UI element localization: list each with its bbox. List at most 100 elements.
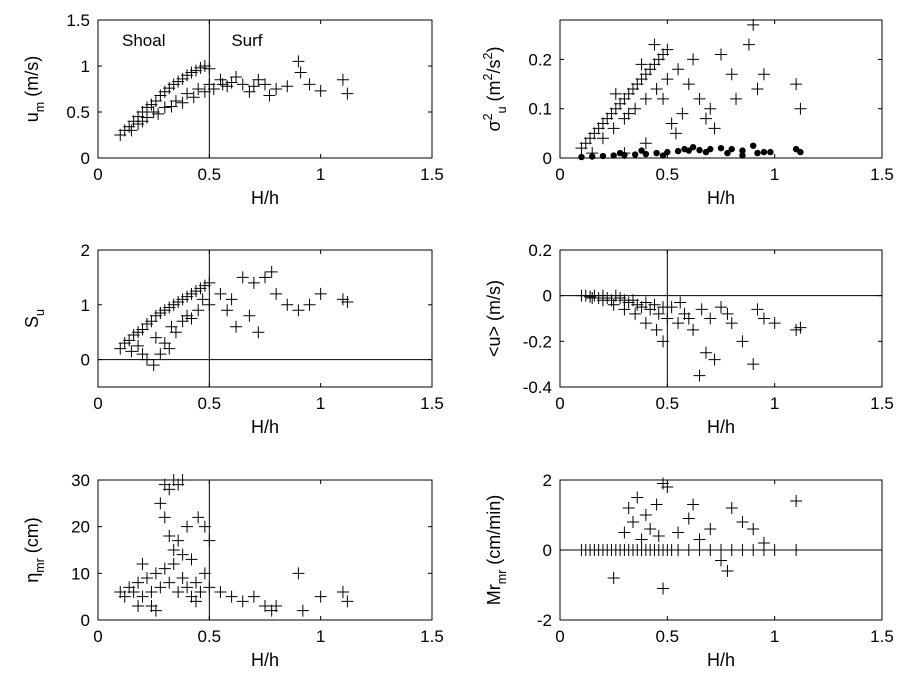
chart-2-ytick-label-2: 2 [81, 241, 90, 260]
chart-1-point-1-28 [739, 152, 746, 159]
chart-5-ytick-label-2: 2 [543, 471, 552, 490]
chart-5-point-0-53 [747, 523, 760, 535]
chart-4-point-0-48 [341, 595, 354, 608]
chart-1-ylabel-unit-sup2: 2 [481, 52, 495, 59]
chart-5-point-0-24 [693, 544, 706, 556]
chart-1-point-1-9 [674, 147, 682, 155]
chart-3-xtick-label-1: 0.5 [656, 394, 680, 413]
chart-3-point-0-42 [639, 317, 652, 330]
chart-2-point-0-54 [196, 293, 209, 306]
chart-2-ylabel-main: S [22, 316, 42, 328]
chart-0-annotation-shoal: Shoal [122, 31, 165, 50]
chart-4-xlabel: H/h [251, 650, 279, 670]
chart-2-point-0-50 [132, 339, 145, 352]
chart-5-ylabel-sub: mr [495, 570, 509, 585]
chart-0-point-0-44 [252, 73, 265, 86]
chart-5-xtick-label-2: 1 [770, 627, 779, 646]
chart-0-point-0-36 [294, 66, 307, 79]
chart-1-point-0-50 [665, 117, 678, 130]
chart-1-point-0-40 [794, 102, 807, 115]
chart-5-point-0-37 [631, 491, 644, 504]
chart-2-xtick-label-2: 1 [316, 394, 325, 413]
chart-1-point-1-19 [767, 148, 774, 156]
chart-3-point-0-34 [747, 358, 760, 371]
chart-1-frame [559, 19, 883, 159]
chart-1-point-0-48 [648, 38, 661, 51]
chart-1-point-0-26 [650, 83, 663, 95]
chart-3-point-0-36 [757, 312, 770, 325]
chart-1-ylabel-main: σ [484, 120, 504, 131]
chart-0-ylabel: um (m/s) [22, 56, 47, 122]
chart-0-ylabel-sub: m [33, 102, 47, 112]
chart-1-point-0-42 [687, 53, 700, 66]
chart-5-point-0-55 [790, 495, 803, 507]
chart-1-point-1-15 [739, 147, 746, 154]
chart-0-xtick-label-2: 1 [316, 165, 325, 184]
chart-5-point-0-26 [715, 544, 727, 556]
chart-1-point-0-34 [730, 92, 743, 105]
chart-5-ylabel-unit: (cm/min) [484, 495, 504, 570]
chart-2-point-0-35 [247, 276, 260, 289]
chart-1-point-1-1 [589, 153, 596, 160]
chart-1-point-0-37 [751, 83, 764, 95]
chart-0-point-0-43 [243, 85, 256, 98]
chart-5-ylabel-main: Mr [484, 584, 504, 605]
chart-4-ylabel-main: η [22, 573, 42, 583]
chart-0-point-0-42 [230, 71, 243, 84]
chart-1-point-0-54 [669, 127, 682, 140]
chart-1-ylabel-unit-mid: /s [484, 59, 504, 73]
chart-2-point-0-49 [125, 345, 138, 358]
chart-3-point-0-29 [708, 353, 721, 366]
chart-2-point-0-46 [243, 309, 256, 322]
chart-4-point-0-31 [181, 520, 194, 533]
chart-4-point-0-53 [189, 595, 202, 608]
chart-2-point-0-31 [203, 298, 216, 311]
chart-2-point-0-34 [236, 271, 249, 284]
chart-3-ytick-label-1: -0.2 [523, 332, 552, 351]
chart-5-ytick-label-1: 0 [543, 541, 552, 560]
chart-1-point-0-27 [661, 73, 674, 86]
chart-1-point-0-28 [672, 63, 685, 76]
panel-setup: 0 0.5 1 1.5 0 10 20 30 H/h ηmr (cm) [22, 471, 444, 670]
chart-2-xtick-label-1: 0.5 [198, 394, 222, 413]
chart-0-point-0-54 [207, 83, 220, 95]
chart-1-point-1-18 [760, 148, 768, 156]
chart-4-point-0-39 [236, 595, 249, 608]
chart-4-point-0-6 [140, 572, 153, 584]
chart-5-point-0-49 [715, 554, 727, 567]
chart-4-point-0-41 [259, 600, 271, 612]
chart-4-point-0-4 [132, 576, 145, 589]
chart-3-xtick-label-3: 1.5 [870, 394, 894, 413]
chart-3-xlabel: H/h [707, 417, 735, 437]
chart-4-point-0-47 [336, 586, 349, 598]
chart-4-point-0-5 [136, 590, 149, 603]
chart-2-point-0-51 [149, 331, 162, 344]
chart-2-point-0-22 [140, 353, 153, 366]
chart-4-point-0-28 [163, 530, 176, 542]
chart-1-point-1-13 [717, 144, 725, 152]
chart-2-xlabel: H/h [251, 417, 279, 437]
chart-2-point-0-23 [147, 359, 160, 372]
chart-4-point-0-10 [158, 562, 171, 575]
chart-3-ylabel: <u> (m/s) [484, 280, 504, 357]
chart-1-point-0-30 [693, 92, 706, 105]
chart-0-point-0-40 [341, 87, 354, 100]
chart-5-point-0-28 [736, 544, 749, 556]
chart-0-ylabel-main: u [22, 112, 42, 122]
chart-3-point-0-28 [704, 312, 717, 325]
chart-4-point-0-51 [136, 558, 149, 570]
chart-0-point-0-50 [165, 100, 178, 113]
chart-0-point-0-32 [259, 78, 271, 91]
chart-3-point-0-44 [618, 303, 631, 316]
chart-4-point-0-45 [296, 604, 309, 617]
chart-1-point-1-0 [578, 153, 585, 161]
chart-4-ytick-label-0: 0 [81, 611, 90, 630]
chart-1-ytick-label-2: 0.2 [528, 50, 552, 69]
chart-1-xtick-label-3: 1.5 [870, 165, 894, 184]
chart-2-point-0-38 [270, 287, 283, 300]
chart-3-point-0-17 [648, 298, 661, 311]
chart-0-point-0-30 [236, 78, 249, 91]
chart-2-point-0-39 [281, 298, 294, 311]
